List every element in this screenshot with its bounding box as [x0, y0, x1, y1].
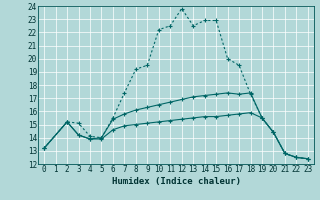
- X-axis label: Humidex (Indice chaleur): Humidex (Indice chaleur): [111, 177, 241, 186]
